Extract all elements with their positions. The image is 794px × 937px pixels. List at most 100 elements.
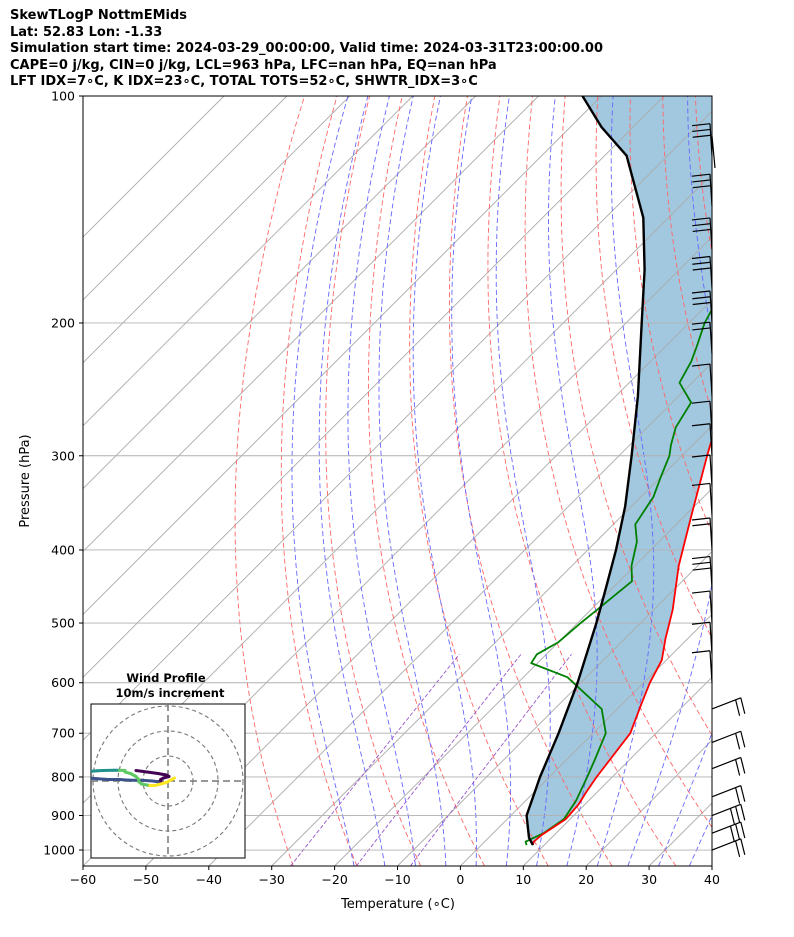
wind-barb bbox=[691, 555, 713, 589]
wind-barb-flag bbox=[692, 301, 711, 306]
wind-barb-flag bbox=[691, 621, 711, 625]
wind-barb bbox=[691, 590, 713, 624]
isotherm-line bbox=[522, 676, 712, 866]
dry-adiabat-line bbox=[280, 96, 358, 866]
x-tick-label: −40 bbox=[196, 872, 222, 887]
wind-barb bbox=[711, 785, 746, 804]
hodograph-trace bbox=[140, 778, 154, 783]
wind-barb bbox=[691, 321, 713, 355]
profile-lines bbox=[524, 96, 712, 846]
moist-adiabat-line bbox=[347, 96, 416, 866]
location-line: Lat: 52.83 Lon: -1.33 bbox=[10, 24, 163, 40]
moist-adiabat-line bbox=[318, 96, 386, 866]
moist-adiabat-line bbox=[627, 96, 712, 866]
wind-barb-staff bbox=[709, 650, 713, 683]
wind-barb bbox=[711, 756, 746, 776]
cape-shading bbox=[526, 96, 712, 846]
wind-barb-flag bbox=[740, 804, 746, 821]
wind-barb-staff bbox=[709, 174, 713, 207]
wind-barb bbox=[711, 838, 746, 857]
dry-adiabat-line bbox=[595, 96, 712, 640]
index-line: LFT IDX=7∘C, K IDX=23∘C, TOTAL TOTS=52∘C… bbox=[10, 74, 478, 89]
y-tick-label: 400 bbox=[51, 542, 75, 557]
isotherm-line bbox=[334, 487, 712, 866]
wind-barb-flag bbox=[740, 785, 746, 802]
hodograph-trace bbox=[134, 769, 149, 774]
hodograph-trace bbox=[118, 778, 132, 782]
y-tick-label: 200 bbox=[51, 315, 75, 330]
wind-barb-staff bbox=[711, 756, 742, 770]
wind-barb bbox=[691, 123, 713, 156]
hodograph-area bbox=[91, 704, 245, 858]
cape-line: CAPE=0 j/kg, CIN=0 j/kg, LCL=963 hPa, LF… bbox=[10, 57, 497, 73]
wind-barb-staff bbox=[709, 322, 713, 355]
wind-barb-flag bbox=[729, 808, 736, 825]
wind-barb bbox=[691, 454, 713, 488]
wind-barb-flag bbox=[691, 173, 711, 177]
wind-barb-flag bbox=[735, 759, 741, 776]
wind-barb bbox=[691, 650, 713, 683]
hodograph-trace bbox=[96, 777, 110, 781]
wind-barb-flag bbox=[692, 223, 711, 227]
wind-barb bbox=[691, 423, 713, 456]
wind-barb-staff bbox=[709, 217, 713, 250]
wind-barb-staff bbox=[711, 697, 742, 710]
y-tick-label: 600 bbox=[51, 675, 75, 690]
moist-adiabat-line bbox=[412, 96, 477, 866]
wind-barb-staff bbox=[709, 556, 713, 589]
cape-shading-area bbox=[526, 96, 712, 846]
wind-barb-flag bbox=[740, 731, 746, 748]
isotherm-line bbox=[271, 425, 712, 866]
x-axis: −60 −50 −40 −30 −20 −10 0 10 20 30 40 bbox=[70, 866, 720, 887]
wind-barb-flag bbox=[729, 825, 736, 843]
chart-header: SkewTLogP NottmEMids Lat: 52.83 Lon: -1.… bbox=[10, 8, 603, 91]
wind-barb-flag bbox=[691, 454, 711, 458]
wind-barb-flag bbox=[691, 423, 711, 427]
time-line: Simulation start time: 2024-03-29_00:00:… bbox=[10, 41, 603, 56]
isotherm-line bbox=[208, 362, 712, 866]
x-tick-label: 20 bbox=[578, 872, 594, 887]
isotherm-line bbox=[397, 550, 712, 866]
y-tick-label: 300 bbox=[51, 448, 75, 463]
wind-barb bbox=[691, 482, 713, 516]
wind-barb-flag bbox=[692, 134, 711, 138]
hodograph-trace bbox=[145, 770, 160, 775]
x-tick-label: 30 bbox=[641, 872, 657, 887]
y-tick-label: 700 bbox=[51, 726, 75, 741]
wind-barb-flag bbox=[692, 261, 711, 265]
dry-adiabat-line bbox=[325, 96, 422, 866]
x-tick-label: 10 bbox=[515, 872, 531, 887]
wind-barb-flag bbox=[691, 217, 711, 221]
isotherm-line bbox=[83, 96, 288, 301]
wind-barb-flag bbox=[692, 561, 711, 565]
isotherm-line bbox=[711, 865, 712, 866]
moist-adiabat-line bbox=[291, 96, 355, 866]
wind-barb-flag bbox=[692, 228, 711, 233]
y-tick-label: 500 bbox=[51, 616, 75, 631]
wind-barb-staff bbox=[709, 517, 713, 551]
y-tick-label: 1000 bbox=[43, 843, 75, 858]
x-tick-label: −10 bbox=[384, 872, 410, 887]
wind-barb-flag bbox=[692, 128, 711, 133]
wind-barb-flag bbox=[691, 123, 711, 127]
wind-barb-flag bbox=[691, 517, 711, 521]
mixing-ratio-line bbox=[355, 654, 522, 866]
x-axis-label: Temperature (∘C) bbox=[340, 897, 455, 912]
dry-adiabat-line bbox=[487, 96, 677, 866]
moist-adiabat-line bbox=[451, 96, 512, 866]
moist-adiabat-line bbox=[495, 96, 551, 866]
dry-adiabat-line bbox=[409, 96, 549, 866]
wind-barb-staff bbox=[709, 123, 713, 156]
x-tick-label: −30 bbox=[259, 872, 285, 887]
chart-title: SkewTLogP NottmEMids bbox=[10, 8, 188, 23]
wind-barb-flag bbox=[691, 255, 711, 260]
wind-barb-flag bbox=[735, 823, 741, 841]
wind-barb bbox=[711, 803, 746, 825]
dewpoint-line bbox=[524, 307, 712, 846]
hodograph-trace bbox=[91, 776, 99, 781]
isotherm-line bbox=[83, 96, 225, 238]
isotherm-line bbox=[145, 299, 712, 866]
mixing-ratio-line bbox=[290, 654, 460, 866]
x-tick-label: −60 bbox=[70, 872, 96, 887]
